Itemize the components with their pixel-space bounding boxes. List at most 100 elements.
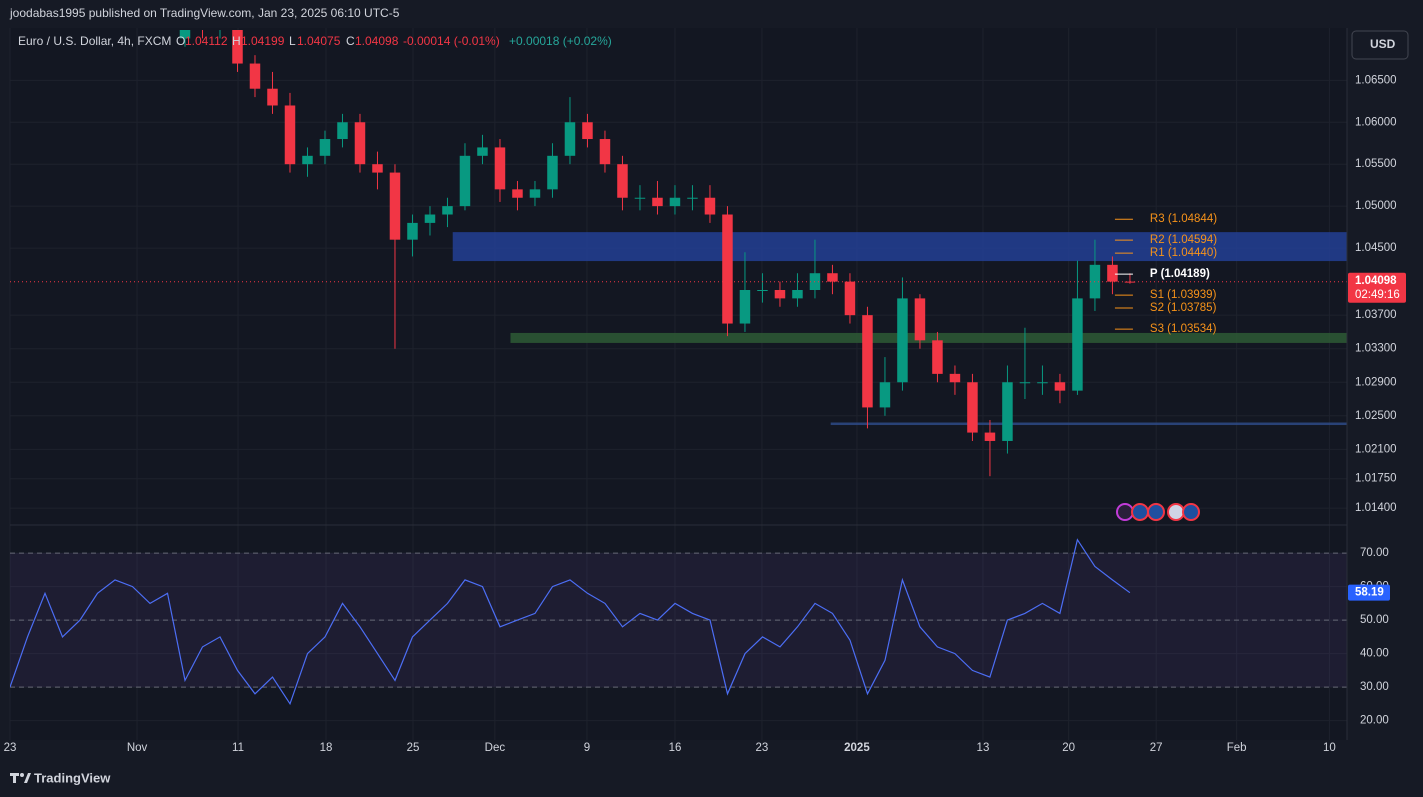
candle-body <box>232 30 243 64</box>
y-tick-label: 1.03300 <box>1355 343 1397 355</box>
candle-body <box>1037 382 1048 384</box>
symbol: Euro / U.S. Dollar, 4h, FXCM <box>18 34 171 48</box>
candle-body <box>494 147 506 190</box>
candle-body <box>407 222 418 240</box>
pivot-label: S1 (1.03939) <box>1150 289 1217 301</box>
h-label: H <box>232 34 241 48</box>
candle-body <box>722 214 733 324</box>
plot-area <box>10 28 1347 740</box>
x-tick-label: 10 <box>1323 742 1336 754</box>
candle-body <box>862 315 873 408</box>
candle-body <box>267 88 278 106</box>
pivot-label: S3 (1.03534) <box>1150 323 1217 335</box>
candle-body <box>687 197 698 199</box>
x-tick-label: 23 <box>4 742 17 754</box>
candle-body <box>599 139 611 165</box>
candle-body <box>827 273 838 282</box>
o-label: O <box>176 34 185 48</box>
labels: 1.06500 1.06000 1.05500 1.05000 1.04500 1.037… <box>4 74 1406 754</box>
y-tick-label: 50.00 <box>1360 614 1389 626</box>
pivot-label: S2 (1.03785) <box>1150 302 1217 314</box>
brand: TradingView <box>34 770 111 785</box>
candle-body <box>897 298 908 383</box>
y-tick-label: 1.06500 <box>1355 74 1397 86</box>
candle-body <box>424 214 436 223</box>
candle-body <box>792 290 803 299</box>
change: -0.00014 (-0.01%) <box>403 34 500 48</box>
y-tick-label: 1.05500 <box>1355 158 1397 170</box>
event-icons <box>1116 503 1200 521</box>
y-tick-label: 30.00 <box>1360 681 1389 693</box>
candle-body <box>1002 382 1013 441</box>
zones <box>452 232 1347 426</box>
currency[interactable]: USD <box>1370 37 1396 51</box>
c-label: C <box>346 34 355 48</box>
candle-body <box>477 147 488 156</box>
candle-body <box>634 197 646 199</box>
candle-body <box>582 122 593 140</box>
candle-body <box>774 290 786 299</box>
zone <box>510 332 1347 343</box>
rsi-panel <box>10 538 1347 706</box>
candle-body <box>669 197 681 207</box>
currency-button[interactable] <box>1351 30 1409 60</box>
x-tick-label: Nov <box>127 742 148 754</box>
candle-body <box>372 164 383 173</box>
candle-body <box>1054 382 1066 391</box>
published-line: joodabas1995 published on TradingView.co… <box>9 6 400 20</box>
candle-body <box>914 298 926 341</box>
rsi-badge <box>1348 584 1390 601</box>
y-tick-label: 1.01400 <box>1355 502 1397 514</box>
candle-body <box>1072 298 1083 391</box>
countdown: 02:49:16 <box>1355 289 1400 301</box>
candles <box>10 30 1347 477</box>
candle-body <box>249 63 261 89</box>
c-value: 1.04098 <box>355 34 399 48</box>
candle-body <box>1124 281 1136 283</box>
brand-logo <box>10 773 31 783</box>
x-tick-label: 16 <box>669 742 682 754</box>
x-tick-label: 20 <box>1062 742 1075 754</box>
candle-body <box>389 172 401 240</box>
y-tick-label: 1.04500 <box>1355 242 1397 254</box>
x-tick-label: 18 <box>320 742 333 754</box>
y-tick-label: 70.00 <box>1360 547 1389 559</box>
y-tick-label: 1.02900 <box>1355 376 1397 388</box>
candle-body <box>302 155 313 165</box>
x-tick-label: 13 <box>977 742 990 754</box>
candle-body <box>739 290 751 324</box>
x-tick-label: 25 <box>407 742 420 754</box>
x-tick-label: 9 <box>584 742 590 754</box>
zone <box>830 422 1347 426</box>
rsi-line <box>10 538 1131 706</box>
candle-body <box>442 206 453 215</box>
candle-body <box>652 197 663 207</box>
candle-body <box>879 382 891 408</box>
y-tick-label: 1.05000 <box>1355 200 1397 212</box>
x-tick-label: 2025 <box>844 742 870 754</box>
price-badge-value: 1.04098 <box>1355 275 1397 287</box>
candle-body <box>757 290 768 291</box>
zone <box>452 232 1347 262</box>
candle-body <box>512 189 523 198</box>
candle-body <box>459 155 471 207</box>
candle-body <box>844 281 856 316</box>
x-tick-label: 23 <box>756 742 769 754</box>
candle-body <box>1019 382 1031 384</box>
y-tick-label: 20.00 <box>1360 715 1389 727</box>
rsi-badge-value: 58.19 <box>1355 587 1384 599</box>
candle-body <box>547 155 558 190</box>
price-badge <box>1348 272 1406 303</box>
x-tick-label: 27 <box>1150 742 1163 754</box>
y-tick-label: 40.00 <box>1360 648 1389 660</box>
grid <box>9 28 1347 740</box>
candle-body <box>1107 264 1118 282</box>
candle-body <box>984 432 996 441</box>
pivot-label: R3 (1.04844) <box>1150 213 1217 225</box>
y-tick-label: 1.02100 <box>1355 443 1397 455</box>
x-tick-label: 11 <box>232 742 244 754</box>
l-value: 1.04075 <box>297 34 341 48</box>
candle-body <box>564 122 576 156</box>
o-value: 1.04112 <box>185 34 228 48</box>
